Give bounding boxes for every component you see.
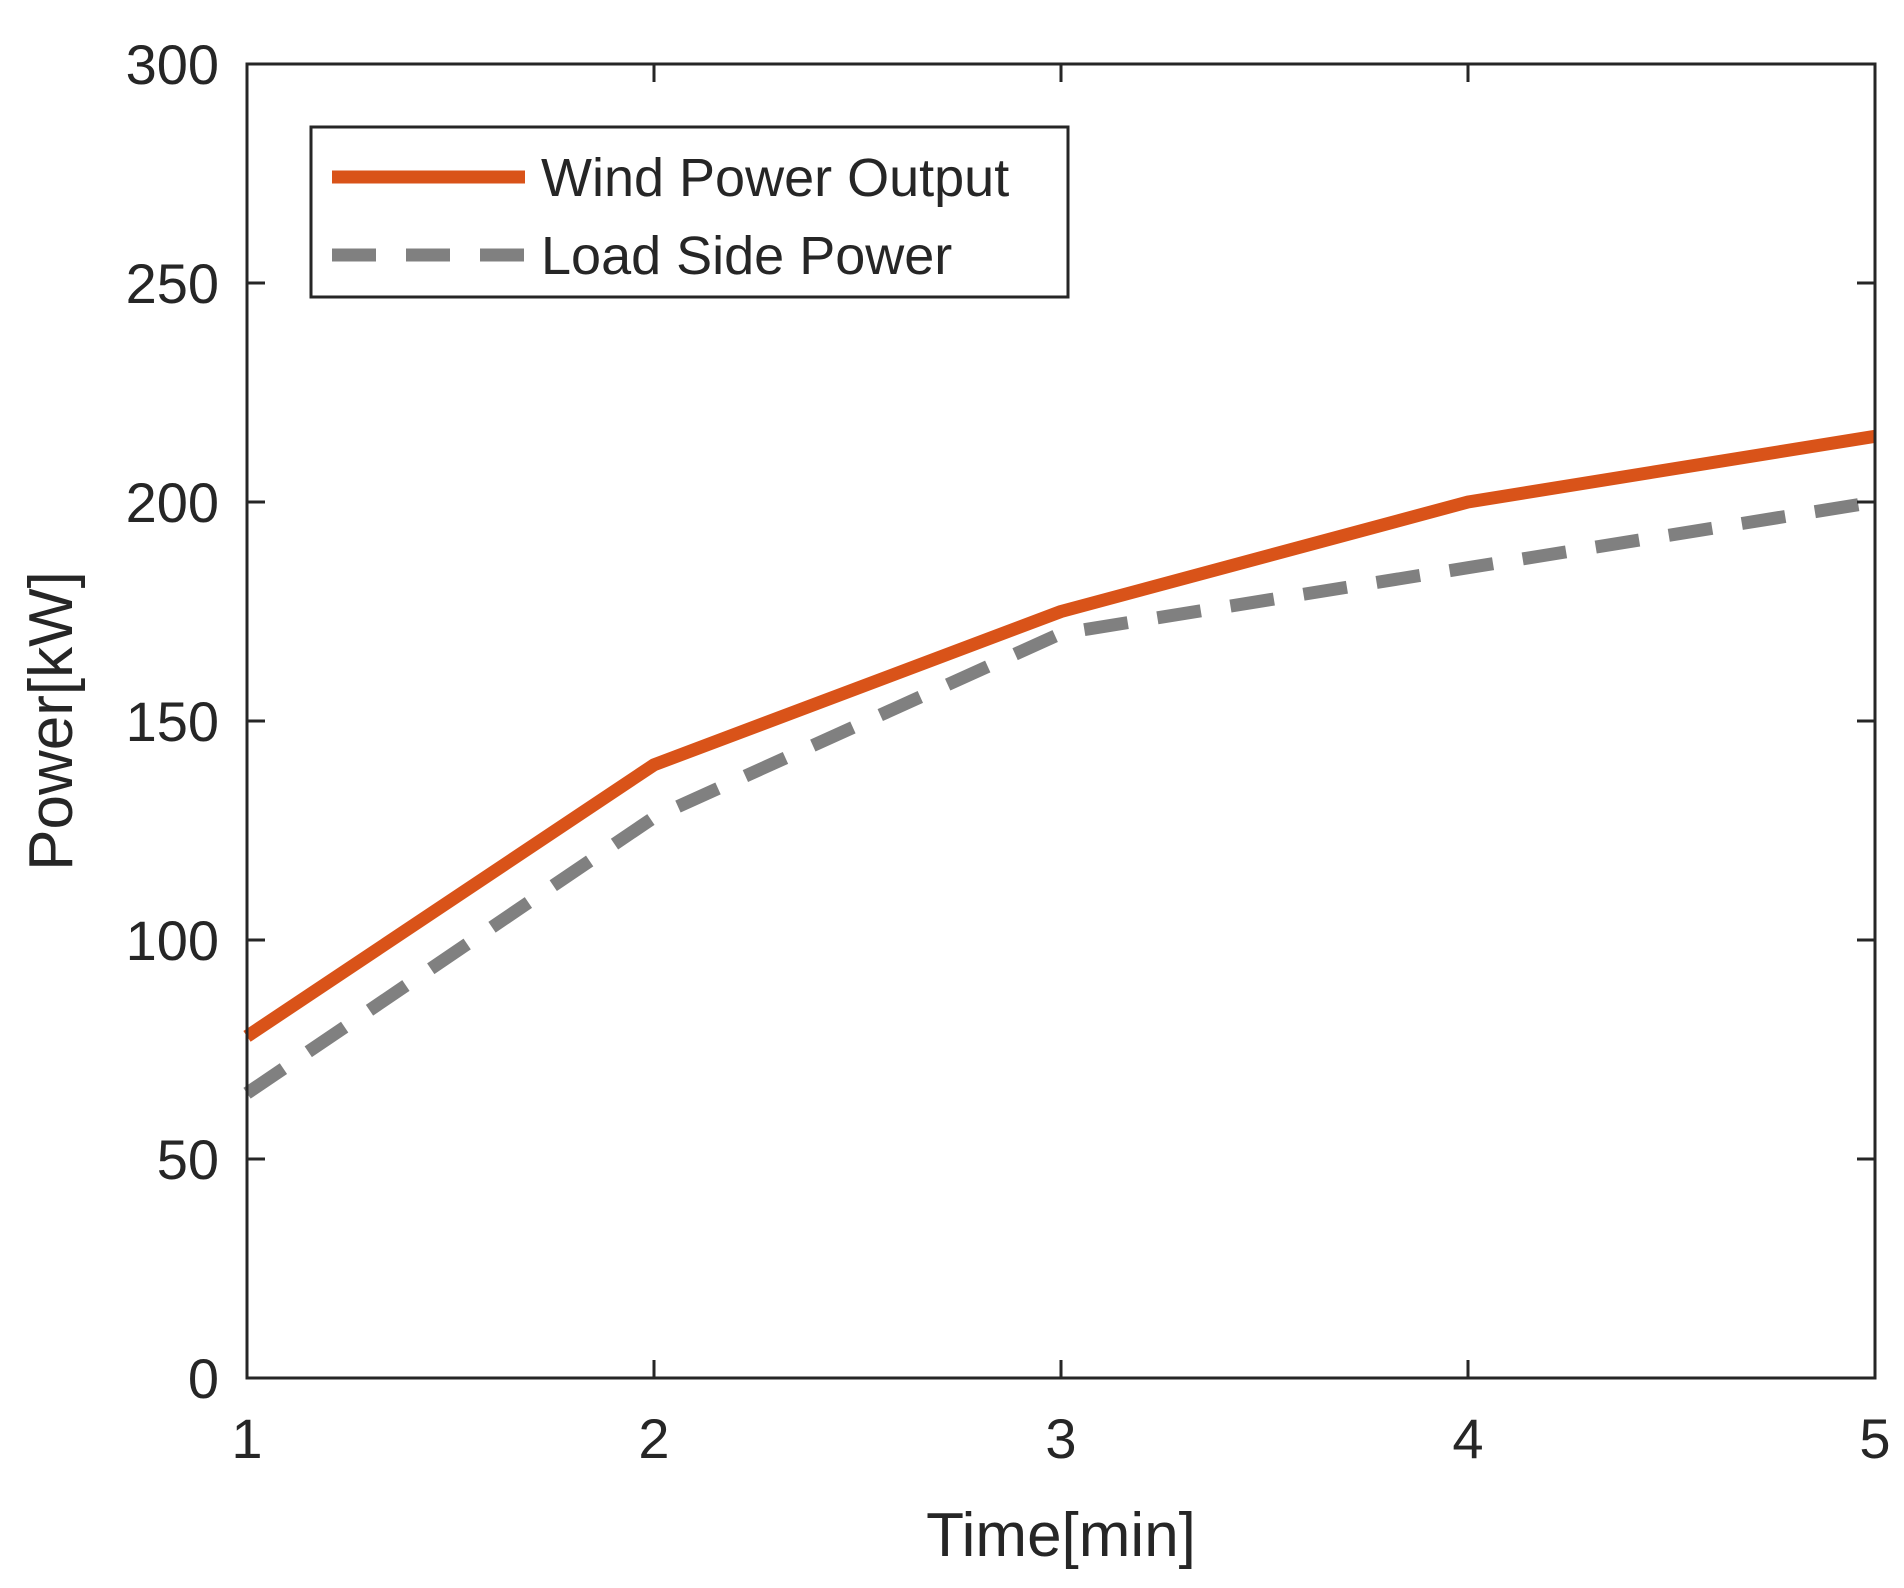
x-tick-label: 2 xyxy=(638,1407,669,1470)
x-tick-label: 4 xyxy=(1452,1407,1483,1470)
legend-box xyxy=(309,125,1070,299)
x-axis-tick-labels: 1 2 3 4 5 xyxy=(231,1407,1890,1470)
y-tick-label: 200 xyxy=(126,471,219,534)
x-axis-title: Time[min] xyxy=(926,1501,1196,1570)
x-tick-label: 5 xyxy=(1859,1407,1890,1470)
x-tick-label: 3 xyxy=(1045,1407,1076,1470)
legend-label-load-side-power: Load Side Power xyxy=(541,226,952,286)
y-axis-title: Power[kW] xyxy=(17,571,86,871)
series-line-wind-power-output xyxy=(243,429,1877,1042)
y-tick-label: 0 xyxy=(188,1347,219,1410)
series-layer xyxy=(243,429,1877,1099)
legend-label-wind-power-output: Wind Power Output xyxy=(541,148,1009,208)
legend: Wind Power Output Load Side Power xyxy=(309,125,1070,299)
plot-area-frame xyxy=(245,62,1877,1380)
y-tick-label: 50 xyxy=(157,1128,219,1191)
y-tick-label: 250 xyxy=(126,252,219,315)
y-tick-label: 150 xyxy=(126,690,219,753)
x-tick-label: 1 xyxy=(231,1407,262,1470)
y-tick-label: 100 xyxy=(126,909,219,972)
y-axis-tick-labels: 0 50 100 150 200 250 300 xyxy=(126,33,219,1410)
series-line-load-side-power xyxy=(243,495,1877,1099)
y-tick-label: 300 xyxy=(126,33,219,96)
